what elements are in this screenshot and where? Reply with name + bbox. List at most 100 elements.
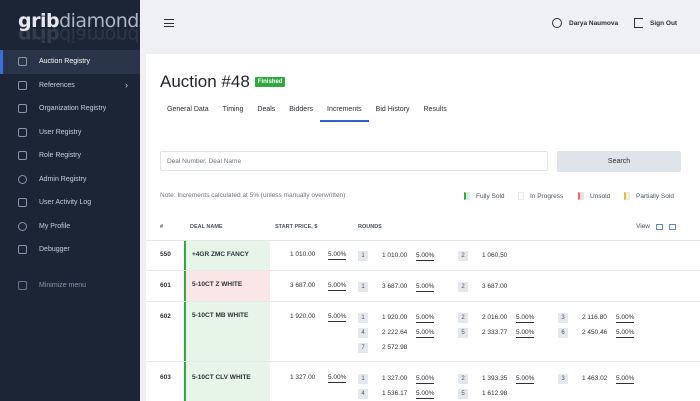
sign-out-button[interactable]: Sign Out [634,18,677,28]
table-row: 603 5-10CT CLV WHITE 1 327.00 5.00% 1 1 … [146,362,700,401]
tab-bid-history[interactable]: Bid History [375,106,410,113]
sidebar-item-my-profile[interactable]: My Profile [0,215,140,239]
shield-icon [18,174,27,184]
round-increment-input[interactable]: 5.00% [616,329,635,338]
round-increment-input[interactable]: 5.00% [416,283,435,292]
round-value: 2 016.00 [482,314,508,321]
sidebar-item-debugger[interactable]: Debugger [0,238,140,262]
round-increment-input[interactable]: 5.00% [516,375,535,384]
legend-swatch [578,192,584,200]
page-title: Auction #48 [160,72,250,91]
legend-partially-sold: Partially Sold [624,192,674,200]
start-price: 1 010.00 [290,251,316,258]
deal-number: 601 [160,282,171,289]
round-increment-input[interactable]: 5.00% [516,314,535,323]
tab-deals[interactable]: Deals [257,106,276,113]
search-input[interactable]: Deal Number, Deal Name [160,151,548,171]
legend-in-progress: In Progress [518,192,563,200]
round-value: 2 222.64 [382,329,408,336]
round-value: 2 450.46 [582,329,608,336]
sidebar-item-user-registry[interactable]: User Registry [0,121,140,145]
round-increment-input[interactable]: 5.00% [416,329,435,338]
round-increment-input[interactable]: 5.00% [516,329,535,338]
increment-input[interactable]: 5.00% [328,282,347,291]
round-number: 7 [358,343,368,353]
round-value: 3 687.00 [382,283,408,290]
round-value: 2 333.77 [482,329,508,336]
sidebar-item-auction-registry[interactable]: Auction Registry [0,50,140,74]
round-increment-input[interactable]: 5.00% [416,252,435,261]
collapse-icon [18,280,27,290]
user-book-icon [18,127,27,137]
user-icon [18,221,27,231]
round-value: 1 393.35 [482,375,508,382]
deal-name: 5-10CT MB WHITE [184,302,270,361]
round-number: 1 [358,282,368,292]
round-number: 1 [358,374,368,384]
round-value: 1 612.98 [482,390,508,397]
id-card-icon [18,151,27,161]
round-number: 5 [458,328,468,338]
round-value: 2 572.98 [382,344,408,351]
header-divider [146,240,700,241]
deal-number: 550 [160,251,171,258]
chevron-right-icon: › [125,79,128,90]
round-number: 2 [458,313,468,323]
view-toggle: View [636,223,676,230]
round-number: 3 [558,374,568,384]
user-menu[interactable]: Darya Naumova [552,18,618,28]
legend-swatch [624,192,630,200]
round-value: 1 060.50 [482,252,508,259]
round-number: 4 [358,389,368,399]
round-value: 2 116.80 [582,314,607,321]
tab-results[interactable]: Results [423,106,447,113]
round-value: 1 327.00 [382,375,408,382]
tab-general-data[interactable]: General Data [167,106,209,113]
round-increment-input[interactable]: 5.00% [616,375,635,384]
start-price: 3 687.00 [290,282,316,289]
round-number: 2 [458,251,468,261]
deal-number: 603 [160,374,171,381]
tab-timing[interactable]: Timing [222,106,244,113]
sign-out-icon [634,18,643,28]
search-button[interactable]: Search [557,151,681,172]
column-header-deal-name: DEAL NAME [190,224,223,230]
logo-reflection: gribdiamonds [18,24,149,46]
start-price: 1 327.00 [290,374,316,381]
deal-name: 5-10CT Z WHITE [184,271,270,301]
start-price: 1 920.00 [290,313,316,320]
sidebar-item-user-activity-log[interactable]: User Activity Log [0,191,140,215]
sidebar-item-organization-registry[interactable]: Organization Registry [0,97,140,121]
deal-name: +4GR ZMC FANCY [184,241,270,270]
sidebar: gribdiamonds gribdiamonds Auction Regist… [0,0,149,401]
round-increment-input[interactable]: 5.00% [416,314,435,323]
column-header-num: # [160,224,164,230]
sidebar-item-admin-registry[interactable]: Admin Registry [0,168,140,192]
increment-input[interactable]: 5.00% [328,251,347,260]
home-icon [18,245,27,255]
round-number: 1 [358,251,368,261]
round-value: 1 010.00 [382,252,408,259]
legend-fully-sold: Fully Sold [464,192,505,200]
round-increment-input[interactable]: 5.00% [416,375,435,384]
hamburger-menu-icon[interactable] [164,19,174,30]
round-number: 6 [558,328,568,338]
tab-increments[interactable]: Increments [320,104,369,122]
sidebar-item-references[interactable]: References › [0,74,140,98]
list-view-icon[interactable] [668,223,676,230]
legend-swatch [518,192,524,200]
minimize-menu-button[interactable]: Minimize menu [0,274,140,298]
grid-view-icon[interactable] [655,223,663,230]
increment-input[interactable]: 5.00% [328,374,347,383]
logo: gribdiamonds gribdiamonds [18,10,149,46]
increment-input[interactable]: 5.00% [328,313,347,322]
round-number: 2 [458,374,468,384]
sidebar-item-role-registry[interactable]: Role Registry [0,144,140,168]
table-row: 602 5-10CT MB WHITE 1 920.00 5.00% 1 1 9… [146,302,700,362]
column-header-rounds: ROUNDS [358,224,382,230]
round-increment-input[interactable]: 5.00% [616,314,635,323]
tab-bidders[interactable]: Bidders [289,106,314,113]
deal-name: 5-10CT CLV WHITE [184,362,270,401]
main-panel: Auction #48 Finished General Data Timing… [146,54,700,401]
round-increment-input[interactable]: 5.00% [416,390,435,399]
